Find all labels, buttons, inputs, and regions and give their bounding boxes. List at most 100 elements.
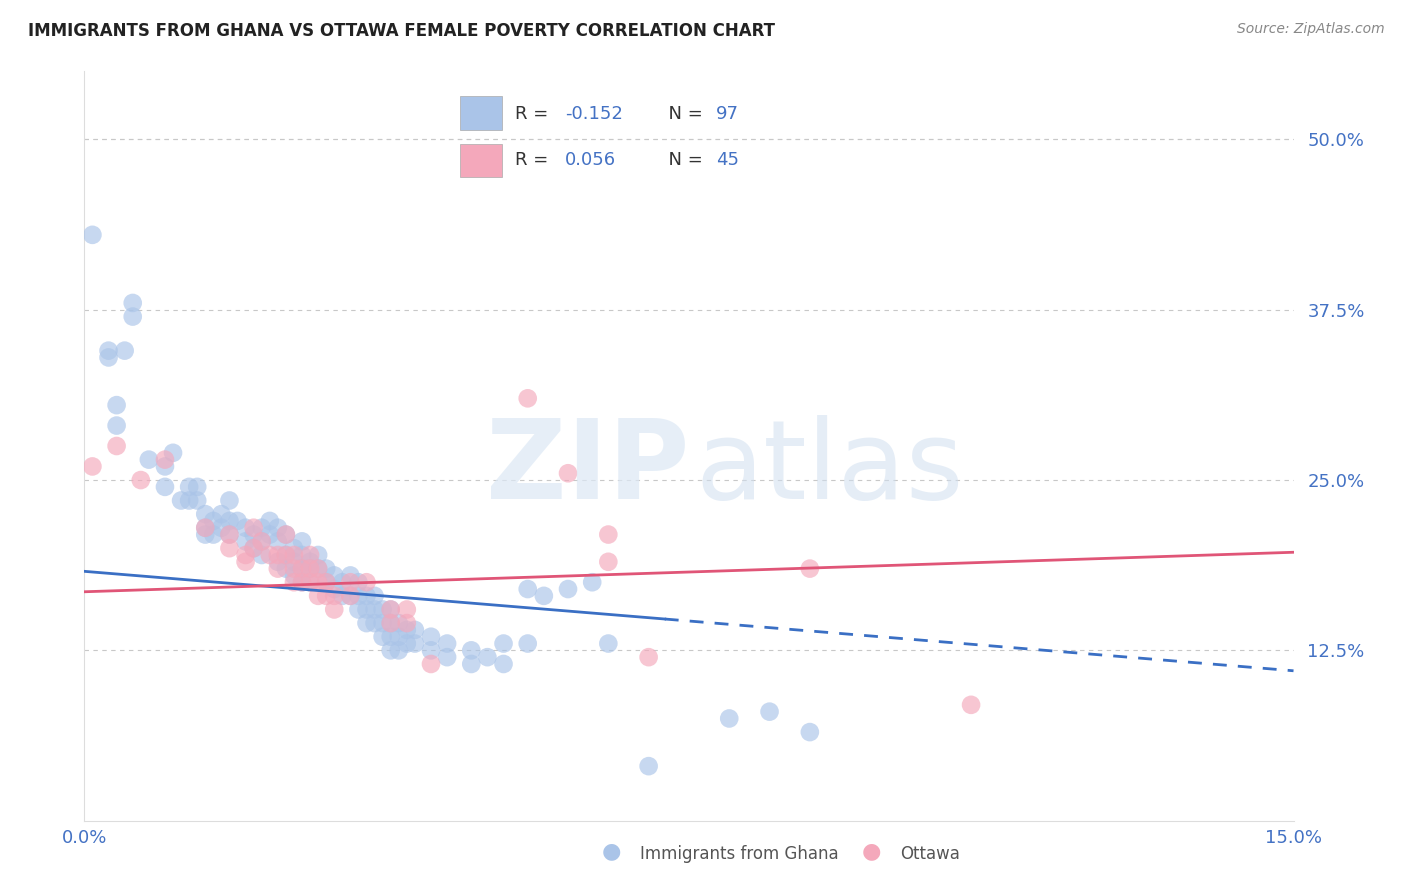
Point <box>250 521 273 535</box>
Point <box>557 467 579 481</box>
Point <box>960 698 983 712</box>
Point <box>477 650 499 665</box>
Point <box>242 541 264 556</box>
Point <box>105 439 128 453</box>
Point <box>799 561 821 575</box>
Point <box>395 623 418 637</box>
Point <box>356 575 378 590</box>
Point <box>339 568 361 582</box>
Point <box>105 398 128 412</box>
Point <box>347 575 370 590</box>
Point <box>598 527 620 541</box>
Point <box>323 568 346 582</box>
Point <box>299 555 322 569</box>
Point <box>420 643 443 657</box>
Point <box>129 473 152 487</box>
Point <box>460 643 482 657</box>
Text: ●: ● <box>602 841 621 861</box>
Point <box>388 630 411 644</box>
Point <box>436 636 458 650</box>
Point <box>162 446 184 460</box>
Point <box>323 602 346 616</box>
Point <box>218 493 240 508</box>
Point <box>242 527 264 541</box>
Point <box>153 480 176 494</box>
Point <box>114 343 136 358</box>
Point <box>307 589 329 603</box>
Point <box>170 493 193 508</box>
Point <box>259 527 281 541</box>
Point <box>291 534 314 549</box>
Point <box>395 602 418 616</box>
Point <box>105 418 128 433</box>
Point <box>283 561 305 575</box>
Point <box>323 589 346 603</box>
Point <box>395 636 418 650</box>
Point <box>267 555 290 569</box>
Point <box>299 561 322 575</box>
Point <box>371 602 394 616</box>
Point <box>153 452 176 467</box>
Point <box>82 459 104 474</box>
Point <box>194 521 217 535</box>
Point <box>259 548 281 562</box>
Point <box>97 343 120 358</box>
Point <box>533 589 555 603</box>
Point <box>339 589 361 603</box>
Point <box>436 650 458 665</box>
Point <box>267 534 290 549</box>
Point <box>380 643 402 657</box>
Point <box>356 602 378 616</box>
Point <box>420 630 443 644</box>
Point <box>259 514 281 528</box>
Point <box>250 534 273 549</box>
Point <box>250 534 273 549</box>
Point <box>598 636 620 650</box>
Point <box>388 643 411 657</box>
Point <box>307 561 329 575</box>
Point <box>283 548 305 562</box>
Point <box>291 561 314 575</box>
Point <box>380 616 402 631</box>
Point <box>371 630 394 644</box>
Point <box>347 602 370 616</box>
Point <box>291 575 314 590</box>
Point <box>799 725 821 739</box>
Point <box>339 575 361 590</box>
Text: Immigrants from Ghana: Immigrants from Ghana <box>640 845 838 863</box>
Point <box>274 548 297 562</box>
Point <box>283 555 305 569</box>
Point <box>179 480 201 494</box>
Point <box>339 589 361 603</box>
Point <box>307 561 329 575</box>
Point <box>291 561 314 575</box>
Text: ●: ● <box>862 841 882 861</box>
Point <box>274 527 297 541</box>
Point <box>330 575 353 590</box>
Point <box>363 616 385 631</box>
Point <box>97 351 120 365</box>
Point <box>356 589 378 603</box>
Point <box>291 548 314 562</box>
Point <box>179 493 201 508</box>
Point <box>581 575 603 590</box>
Point <box>209 507 232 521</box>
Point <box>235 534 257 549</box>
Point <box>557 582 579 596</box>
Point <box>218 514 240 528</box>
Point <box>315 575 337 590</box>
Point <box>274 561 297 575</box>
Point <box>718 711 741 725</box>
Point <box>274 527 297 541</box>
Point <box>267 521 290 535</box>
Point <box>516 392 538 406</box>
Point <box>388 616 411 631</box>
Point <box>186 493 208 508</box>
Point <box>194 527 217 541</box>
Point <box>291 575 314 590</box>
Point <box>242 521 264 535</box>
Point <box>492 657 515 671</box>
Point <box>218 527 240 541</box>
Point <box>299 575 322 590</box>
Point <box>356 616 378 631</box>
